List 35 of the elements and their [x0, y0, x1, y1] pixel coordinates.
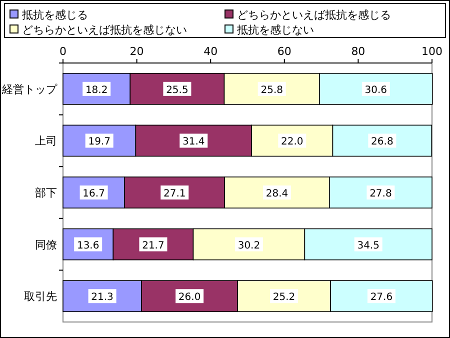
x-tick-label: 60: [277, 45, 292, 58]
y-tick-label: 経営トップ: [1, 82, 58, 96]
data-label: 28.4: [266, 188, 288, 200]
x-tick-label: 40: [204, 45, 218, 58]
data-label: 27.1: [163, 188, 186, 200]
data-label: 19.7: [88, 136, 110, 148]
data-label: 30.6: [364, 84, 388, 96]
y-tick-label: 取引先: [24, 290, 57, 304]
legend-label: どちらかといえば抵抗を感じない: [22, 24, 187, 36]
data-label: 13.6: [76, 240, 100, 252]
x-tick-label: 80: [351, 45, 366, 58]
data-label: 21.7: [142, 240, 164, 252]
legend-label: どちらかといえば抵抗を感じる: [237, 8, 391, 22]
data-label: 31.4: [182, 136, 205, 148]
data-label: 26.8: [371, 136, 394, 148]
y-tick-label: 上司: [35, 134, 57, 148]
data-label: 25.2: [272, 292, 296, 304]
y-tick-label: 同僚: [35, 238, 57, 252]
data-label: 26.0: [178, 292, 201, 304]
data-label: 25.5: [166, 84, 188, 96]
x-tick-label: 0: [60, 45, 66, 58]
x-tick-label: 100: [422, 45, 442, 58]
data-label: 27.8: [370, 188, 392, 200]
data-label: 16.7: [82, 188, 105, 200]
data-label: 30.2: [238, 240, 260, 252]
data-label: 18.2: [85, 84, 108, 96]
data-label: 25.8: [260, 84, 283, 96]
legend-label: 抵抗を感じない: [236, 24, 314, 36]
x-tick-label: 20: [130, 45, 144, 58]
data-label: 27.6: [370, 292, 393, 304]
data-label: 34.5: [357, 240, 380, 252]
legend-label: 抵抗を感じる: [21, 8, 88, 22]
y-tick-label: 部下: [35, 186, 57, 200]
data-label: 21.3: [91, 292, 114, 304]
data-label: 22.0: [281, 136, 304, 148]
